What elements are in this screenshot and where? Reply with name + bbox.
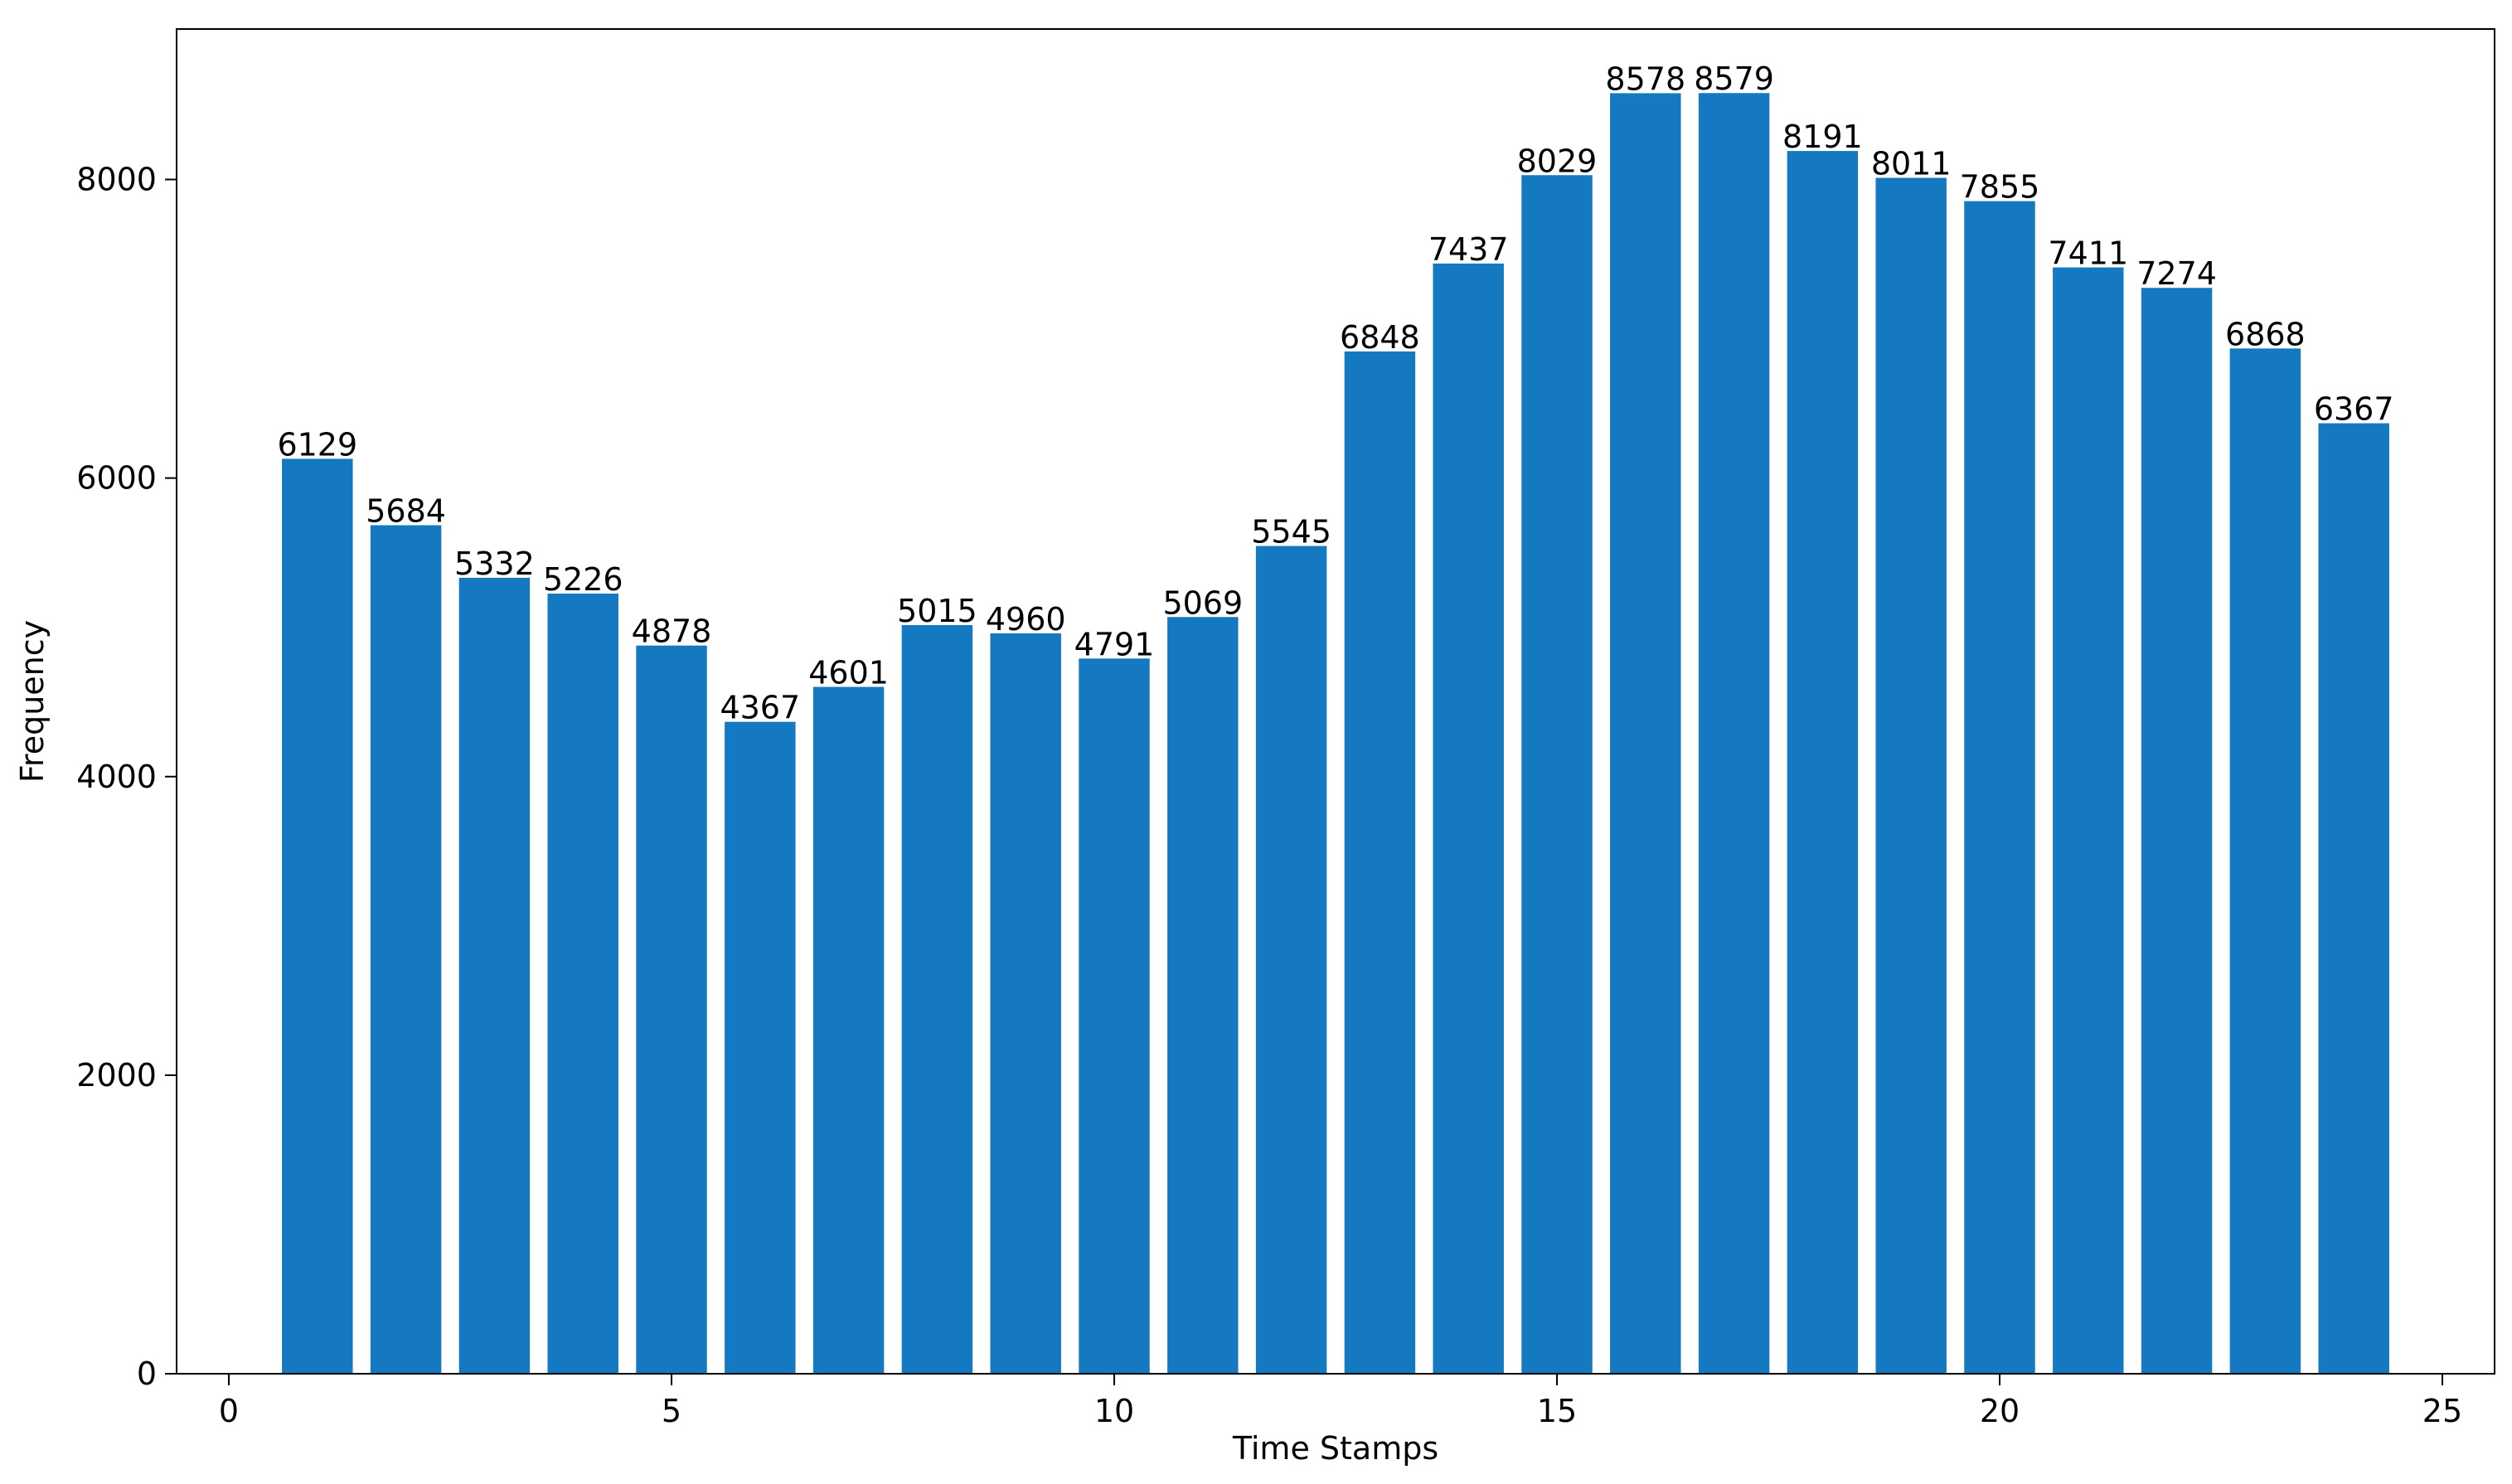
bar	[282, 458, 353, 1375]
bar	[812, 686, 885, 1374]
x-tick-label: 0	[219, 1393, 239, 1429]
data-label: 6367	[2314, 391, 2394, 428]
data-label: 4791	[1074, 626, 1155, 662]
bar	[1433, 263, 1504, 1374]
data-label: 4960	[986, 601, 1066, 638]
data-label: 8578	[1605, 61, 1685, 97]
data-label: 7411	[2048, 235, 2128, 272]
y-tick-label: 2000	[76, 1057, 157, 1094]
data-label: 5545	[1251, 514, 1331, 550]
bar	[1255, 546, 1327, 1374]
bar	[2229, 348, 2301, 1375]
data-label: 5332	[454, 546, 535, 582]
data-label: 6868	[2225, 316, 2306, 352]
bar	[1610, 93, 1681, 1374]
bar	[2141, 288, 2213, 1374]
bar	[1521, 175, 1593, 1374]
data-label: 5015	[897, 593, 977, 629]
x-axis-label: Time Stamps	[1232, 1430, 1438, 1467]
data-label: 7437	[1428, 231, 1509, 268]
data-label: 4601	[808, 655, 889, 691]
bar	[725, 721, 796, 1374]
bar	[901, 624, 973, 1374]
data-label: 8011	[1871, 146, 1952, 182]
data-label: 7855	[1960, 169, 2040, 206]
bar	[2318, 423, 2389, 1374]
data-label: 8191	[1782, 119, 1863, 155]
data-label: 6129	[277, 426, 357, 463]
data-label: 8579	[1694, 61, 1774, 97]
data-label: 7274	[2136, 255, 2217, 292]
bar	[1167, 617, 1239, 1374]
data-label: 6848	[1340, 319, 1420, 356]
y-tick-label: 4000	[76, 759, 157, 795]
data-label: 4367	[720, 690, 800, 726]
bar	[1079, 658, 1150, 1374]
data-label: 8029	[1517, 143, 1598, 179]
bar	[370, 525, 442, 1374]
bar	[636, 645, 707, 1374]
bar	[1875, 177, 1947, 1375]
data-label: 4878	[632, 613, 712, 650]
bar	[1964, 201, 2035, 1374]
y-axis-label: Frequency	[14, 620, 51, 783]
data-label: 5226	[543, 561, 623, 598]
y-tick-label: 0	[137, 1355, 157, 1392]
y-tick-label: 8000	[76, 162, 157, 198]
bar	[1787, 151, 1859, 1374]
x-tick-label: 20	[1980, 1393, 2020, 1429]
data-label: 5069	[1162, 584, 1243, 621]
bar	[2053, 267, 2124, 1374]
x-tick-label: 5	[662, 1393, 681, 1429]
bar	[1698, 93, 1770, 1374]
bar	[990, 633, 1061, 1374]
plot-frame	[176, 28, 2495, 1375]
y-tick-label: 6000	[76, 460, 157, 497]
data-label: 5684	[366, 493, 446, 530]
x-tick-label: 15	[1537, 1393, 1577, 1429]
x-tick-label: 25	[2422, 1393, 2462, 1429]
bar	[547, 593, 618, 1374]
bar	[458, 577, 531, 1374]
bar	[1344, 351, 1416, 1374]
x-tick-label: 10	[1094, 1393, 1134, 1429]
